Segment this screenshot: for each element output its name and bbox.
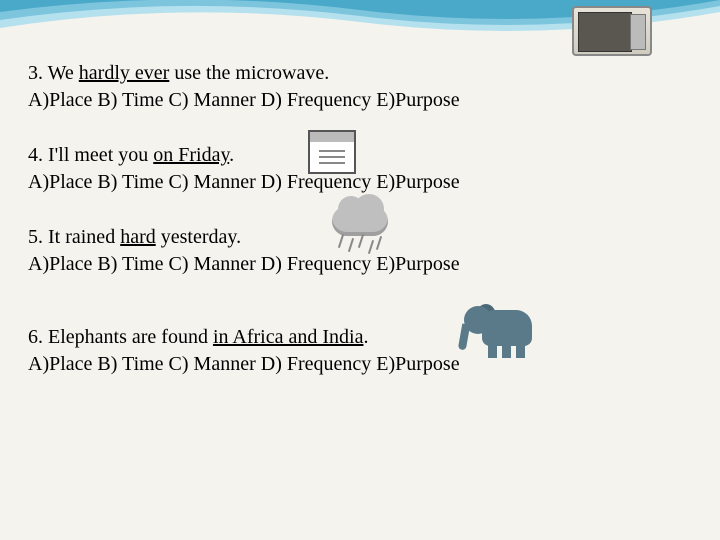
question-text: 3. We hardly ever use the microwave. bbox=[28, 60, 692, 87]
question-text: 6. Elephants are found in Africa and Ind… bbox=[28, 324, 692, 351]
q-underlined: in Africa and India bbox=[213, 326, 364, 348]
elephant-icon bbox=[458, 300, 536, 360]
q-prefix: 5. It rained bbox=[28, 226, 120, 248]
q-underlined: hardly ever bbox=[79, 62, 170, 84]
answer-options: A)Place B) Time C) Manner D) Frequency E… bbox=[28, 87, 692, 114]
question-6: 6. Elephants are found in Africa and Ind… bbox=[28, 324, 692, 378]
microwave-icon bbox=[572, 6, 652, 56]
raincloud-icon bbox=[328, 206, 392, 262]
q-suffix: yesterday. bbox=[156, 226, 241, 248]
q-suffix: . bbox=[363, 326, 368, 348]
question-4: 4. I'll meet you on Friday. A)Place B) T… bbox=[28, 142, 692, 196]
answer-options: A)Place B) Time C) Manner D) Frequency E… bbox=[28, 169, 692, 196]
q-prefix: 6. Elephants are found bbox=[28, 326, 213, 348]
q-suffix: . bbox=[229, 144, 234, 166]
question-5: 5. It rained hard yesterday. A)Place B) … bbox=[28, 224, 692, 278]
answer-options: A)Place B) Time C) Manner D) Frequency E… bbox=[28, 351, 692, 378]
question-3: 3. We hardly ever use the microwave. A)P… bbox=[28, 60, 692, 114]
question-text: 4. I'll meet you on Friday. bbox=[28, 142, 692, 169]
q-underlined: on Friday bbox=[153, 144, 229, 166]
q-prefix: 3. We bbox=[28, 62, 79, 84]
q-suffix: use the microwave. bbox=[169, 62, 329, 84]
calendar-icon bbox=[308, 130, 356, 174]
q-prefix: 4. I'll meet you bbox=[28, 144, 153, 166]
slide-content: 3. We hardly ever use the microwave. A)P… bbox=[0, 0, 720, 426]
q-underlined: hard bbox=[120, 226, 156, 248]
